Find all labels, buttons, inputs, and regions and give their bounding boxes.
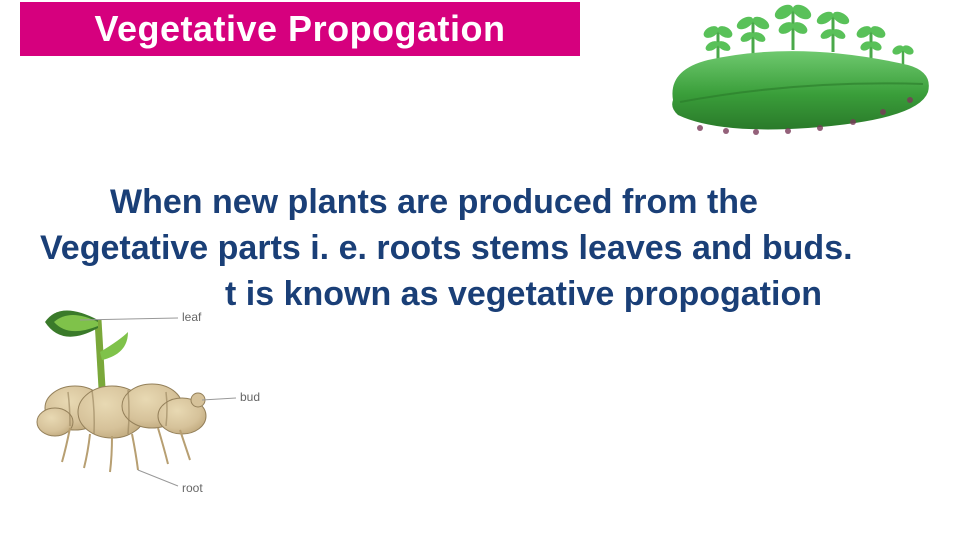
leaf-icon <box>658 0 938 140</box>
shoot <box>45 310 128 388</box>
leaf-with-sprouts-illustration <box>658 0 938 140</box>
label-root: root <box>182 481 203 495</box>
slide: Vegetative Propogation <box>0 0 960 540</box>
title-text: Vegetative Propogation <box>94 8 505 50</box>
label-leaf: leaf <box>182 310 202 324</box>
body-text: When new plants are produced from the Ve… <box>40 180 920 318</box>
body-line-2: Vegetative parts i. e. roots stems leave… <box>40 226 920 272</box>
leaf-body <box>672 51 929 129</box>
label-bud: bud <box>240 390 260 404</box>
rhizome-icon: leaf bud root <box>20 300 270 500</box>
rhizome-illustration: leaf bud root <box>20 300 270 500</box>
title-box: Vegetative Propogation <box>20 2 580 56</box>
body-line-1: When new plants are produced from the <box>40 180 920 226</box>
